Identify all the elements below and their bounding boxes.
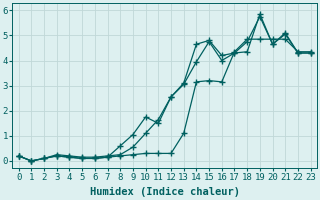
- X-axis label: Humidex (Indice chaleur): Humidex (Indice chaleur): [90, 187, 240, 197]
